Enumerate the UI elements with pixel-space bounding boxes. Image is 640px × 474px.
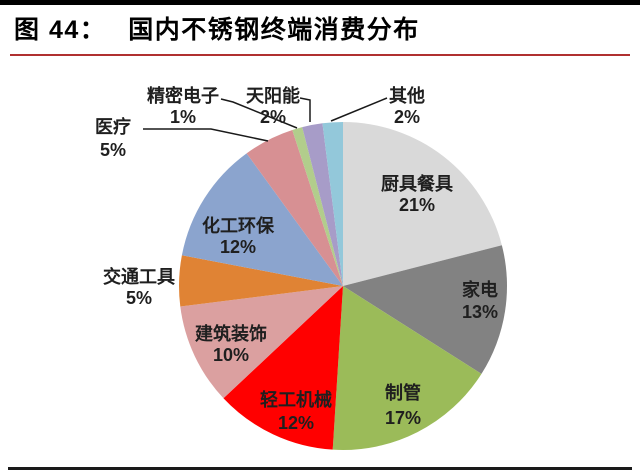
figure-title: 图 44： 国内不锈钢终端消费分布 xyxy=(14,10,420,46)
slice-pct-3: 12% xyxy=(278,413,314,433)
slice-pct-8: 1% xyxy=(170,107,196,127)
slice-label-4: 建筑装饰 xyxy=(195,323,267,344)
slice-label-8: 精密电子 xyxy=(147,85,219,106)
slice-pct-4: 10% xyxy=(213,345,249,365)
figure-number: 图 44： xyxy=(14,16,107,44)
title-underline xyxy=(10,54,630,56)
slice-label-10: 其他 xyxy=(389,85,425,106)
pie-slice-6 xyxy=(181,153,343,286)
leader-line-7 xyxy=(143,128,269,142)
figure-title-text: 国内不锈钢终端消费分布 xyxy=(128,16,420,44)
slice-label-2: 制管 xyxy=(385,382,421,403)
pie-slice-2 xyxy=(332,286,482,451)
slice-pct-9: 2% xyxy=(260,107,286,127)
slice-label-0: 厨具餐具 xyxy=(381,173,453,194)
bottom-border xyxy=(8,467,632,470)
slice-pct-7: 5% xyxy=(100,140,126,160)
slice-label-3: 轻工机械 xyxy=(260,389,332,410)
pie-slice-1 xyxy=(343,245,508,374)
slice-label-9: 天阳能 xyxy=(246,85,300,106)
slice-pct-0: 21% xyxy=(399,195,435,215)
pie-slice-10 xyxy=(322,122,343,286)
pie-slice-0 xyxy=(343,122,502,286)
slice-label-6: 化工环保 xyxy=(202,215,275,236)
pie-slice-8 xyxy=(292,127,343,287)
slice-label-5: 交通工具 xyxy=(103,266,175,287)
slice-pct-10: 2% xyxy=(394,107,420,127)
slice-pct-6: 12% xyxy=(220,237,256,257)
slice-label-1: 家电 xyxy=(462,279,498,300)
pie-slice-3 xyxy=(223,286,343,450)
slice-pct-2: 17% xyxy=(385,408,421,428)
leader-line-9 xyxy=(299,97,311,122)
pie-slice-5 xyxy=(178,255,343,307)
pie-slice-7 xyxy=(246,130,343,286)
leader-line-10 xyxy=(330,97,388,122)
slice-label-7: 医疗 xyxy=(95,116,131,137)
top-border-bar xyxy=(0,0,640,5)
pie-slice-9 xyxy=(302,123,343,286)
slice-pct-1: 13% xyxy=(462,302,498,322)
slice-pct-5: 5% xyxy=(126,288,152,308)
pie-slice-4 xyxy=(180,286,343,399)
leader-line-8 xyxy=(220,98,298,129)
